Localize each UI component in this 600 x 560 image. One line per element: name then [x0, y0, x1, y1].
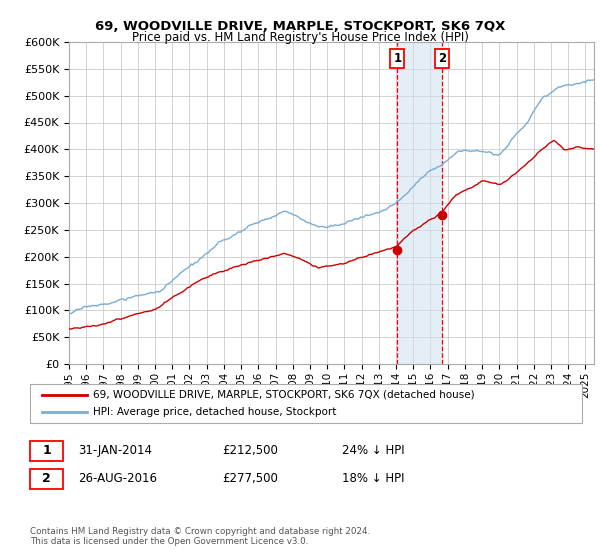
Text: HPI: Average price, detached house, Stockport: HPI: Average price, detached house, Stoc… [93, 407, 337, 417]
Text: 2: 2 [438, 52, 446, 64]
Text: 26-AUG-2016: 26-AUG-2016 [78, 472, 157, 486]
Text: 18% ↓ HPI: 18% ↓ HPI [342, 472, 404, 486]
Text: 69, WOODVILLE DRIVE, MARPLE, STOCKPORT, SK6 7QX: 69, WOODVILLE DRIVE, MARPLE, STOCKPORT, … [95, 20, 505, 32]
Text: £212,500: £212,500 [222, 444, 278, 458]
Text: 69, WOODVILLE DRIVE, MARPLE, STOCKPORT, SK6 7QX (detached house): 69, WOODVILLE DRIVE, MARPLE, STOCKPORT, … [93, 390, 475, 400]
Text: Contains HM Land Registry data © Crown copyright and database right 2024.
This d: Contains HM Land Registry data © Crown c… [30, 526, 370, 546]
Text: Price paid vs. HM Land Registry's House Price Index (HPI): Price paid vs. HM Land Registry's House … [131, 31, 469, 44]
Text: £277,500: £277,500 [222, 472, 278, 486]
Text: 1: 1 [42, 444, 51, 458]
Text: 1: 1 [394, 52, 401, 64]
Text: 24% ↓ HPI: 24% ↓ HPI [342, 444, 404, 458]
Text: 2: 2 [42, 472, 51, 486]
Bar [397, 42, 442, 364]
Text: 31-JAN-2014: 31-JAN-2014 [78, 444, 152, 458]
